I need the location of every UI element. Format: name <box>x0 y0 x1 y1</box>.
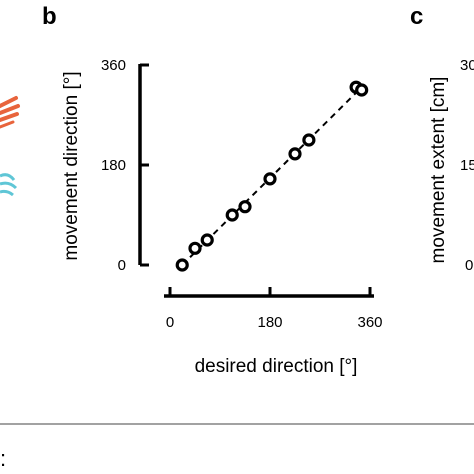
cyan-trace-2 <box>0 181 18 190</box>
ytick-label-360: 360 <box>101 57 126 74</box>
panel-b-scatter-chart: 360 180 0 0 180 360 movement direction [°] d… <box>61 57 383 377</box>
data-point-10 <box>355 83 369 97</box>
data-point-2 <box>188 241 202 255</box>
ytick-label-180: 180 <box>101 157 126 174</box>
panel-c-ytick-0: 0 <box>465 257 473 274</box>
data-point-3 <box>200 233 214 247</box>
panel-a-traces <box>0 96 20 197</box>
x-ticks: 0 180 360 <box>166 287 383 331</box>
panel-letter-b: b <box>42 3 57 30</box>
orange-trace-1 <box>0 96 18 108</box>
panel-c-ytick-30: 30 <box>460 57 474 74</box>
orange-trace-2 <box>0 104 20 115</box>
x-axis-label: desired direction [°] <box>195 356 358 377</box>
orange-trace-4 <box>0 120 15 129</box>
xtick-label-0: 0 <box>166 314 174 331</box>
cyan-trace-1 <box>0 173 16 181</box>
data-point-7 <box>288 147 302 161</box>
panel-c-y-axis-label: movement extent [cm] <box>428 77 449 264</box>
cyan-trace-3 <box>0 189 14 197</box>
panel-letter-c: c <box>410 3 423 30</box>
panel-c-ytick-15: 15 <box>460 157 474 174</box>
data-point-1 <box>175 258 189 272</box>
y-axis-label: movement direction [°] <box>61 71 82 260</box>
xtick-label-360: 360 <box>357 314 382 331</box>
panel-c-partial: movement extent [cm] 30 15 0 <box>428 57 474 274</box>
y-ticks: 360 180 0 <box>101 57 149 274</box>
data-point-5 <box>238 200 252 214</box>
xtick-label-180: 180 <box>257 314 282 331</box>
orange-trace-3 <box>0 112 19 122</box>
panel-d-colon: : <box>0 446 6 471</box>
data-point-4 <box>225 208 239 222</box>
data-point-8 <box>302 133 316 147</box>
data-point-6 <box>263 172 277 186</box>
ytick-label-0: 0 <box>118 257 126 274</box>
data-points <box>175 80 369 272</box>
